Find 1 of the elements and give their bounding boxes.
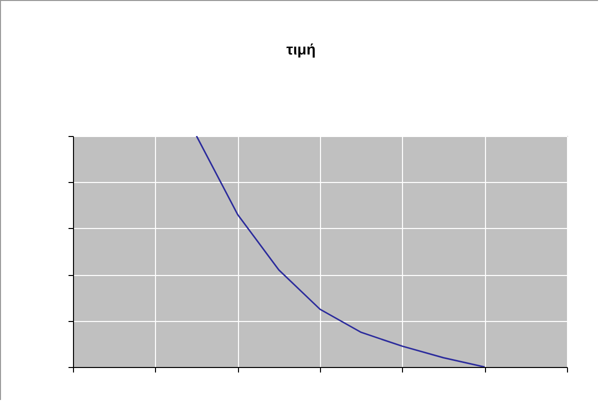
chart-title: τιμή <box>286 42 316 58</box>
